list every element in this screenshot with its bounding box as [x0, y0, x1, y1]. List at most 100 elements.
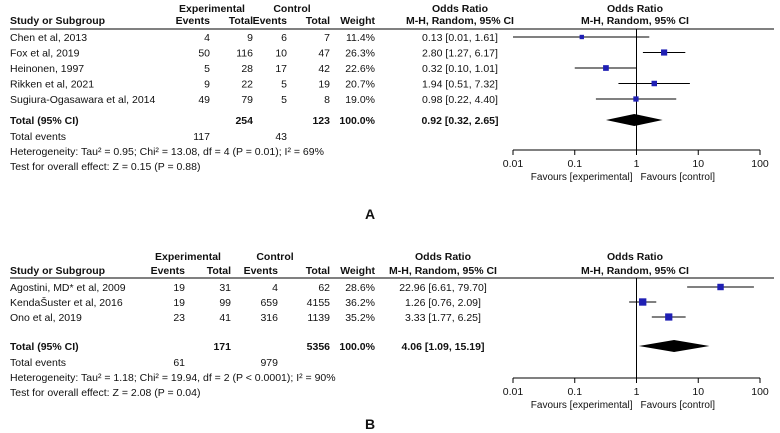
exp-total: 116 — [236, 48, 253, 60]
header-exp-total: Total — [229, 15, 253, 27]
group-header-control: Control — [273, 3, 310, 15]
study-weight: 36.2% — [345, 297, 375, 309]
ctl-total: 4155 — [307, 297, 331, 309]
study-point-estimate — [639, 298, 647, 306]
study-ci: 22.96 [6.61, 79.70] — [399, 282, 487, 294]
exp-events: 19 — [173, 297, 185, 309]
total-exp-total: 254 — [235, 115, 253, 127]
total-events-exp: 117 — [193, 131, 210, 143]
ctl-events: 316 — [260, 312, 278, 324]
pooled-effect-diamond — [638, 340, 710, 352]
ctl-total: 1139 — [307, 312, 330, 324]
study-weight: 26.3% — [345, 48, 375, 60]
header-study: Study or Subgroup — [10, 15, 105, 27]
exp-total: 99 — [219, 297, 231, 309]
header-weight: Weight — [340, 265, 375, 277]
total-label: Total (95% CI) — [10, 341, 79, 353]
study-point-estimate — [651, 80, 658, 87]
study-point-estimate — [661, 49, 668, 56]
study-weight: 11.4% — [346, 32, 375, 44]
total-events-exp: 61 — [173, 357, 185, 369]
study-weight: 19.0% — [345, 94, 375, 106]
exp-events: 49 — [198, 94, 210, 106]
study-weight: 20.7% — [345, 79, 375, 91]
header-exp-events: Events — [151, 265, 186, 277]
favours-left-label: Favours [experimental] — [531, 172, 633, 183]
ctl-total: 62 — [318, 282, 330, 294]
exp-total: 41 — [219, 312, 231, 324]
x-axis-tick-label: 1 — [634, 386, 640, 398]
exp-events: 50 — [198, 48, 210, 60]
study-name: Sugiura-Ogasawara et al, 2014 — [10, 94, 155, 106]
panel-label: A — [365, 206, 375, 222]
study-weight: 35.2% — [345, 312, 375, 324]
group-header-control: Control — [256, 251, 293, 263]
study-point-estimate — [717, 283, 724, 291]
study-ci: 3.33 [1.77, 6.25] — [405, 312, 481, 324]
study-ci: 0.98 [0.22, 4.40] — [422, 94, 498, 106]
x-axis-tick-label: 0.01 — [503, 158, 524, 170]
heterogeneity-text: Heterogeneity: Tau² = 0.95; Chi² = 13.08… — [10, 146, 324, 158]
header-odds-ratio: Odds Ratio — [415, 251, 471, 263]
study-name: KendaŠuster et al, 2016 — [10, 296, 123, 309]
total-label: Total (95% CI) — [10, 115, 79, 127]
study-ci: 1.94 [0.51, 7.32] — [422, 79, 498, 91]
plot-header-method: M-H, Random, 95% CI — [581, 265, 689, 277]
header-ctl-events: Events — [253, 15, 288, 27]
header-or-method: M-H, Random, 95% CI — [406, 15, 514, 27]
header-ctl-events: Events — [244, 265, 279, 277]
study-name: Chen et al, 2013 — [10, 32, 87, 44]
exp-total: 22 — [241, 79, 253, 91]
study-point-estimate — [603, 65, 609, 71]
study-name: Agostini, MD* et al, 2009 — [10, 282, 126, 294]
study-ci: 2.80 [1.27, 6.17] — [422, 48, 498, 60]
total-events-label: Total events — [10, 357, 66, 369]
total-weight: 100.0% — [339, 115, 375, 127]
total-events-label: Total events — [10, 131, 66, 143]
header-study: Study or Subgroup — [10, 265, 105, 277]
header-or-method: M-H, Random, 95% CI — [389, 265, 497, 277]
total-exp-total: 171 — [213, 341, 231, 353]
ctl-events: 6 — [281, 32, 287, 44]
plot-header-odds-ratio: Odds Ratio — [607, 251, 663, 263]
header-ctl-total: Total — [306, 15, 330, 27]
header-odds-ratio: Odds Ratio — [432, 3, 488, 15]
panel-label: B — [365, 416, 375, 432]
study-name: Ono et al, 2019 — [10, 312, 82, 324]
header-exp-events: Events — [176, 15, 211, 27]
total-ci: 4.06 [1.09, 15.19] — [402, 341, 485, 353]
x-axis-tick-label: 1 — [634, 158, 640, 170]
header-exp-total: Total — [207, 265, 231, 277]
total-events-ctl: 979 — [260, 357, 278, 369]
total-ctl-total: 123 — [312, 115, 330, 127]
study-ci: 0.13 [0.01, 1.61] — [422, 32, 498, 44]
ctl-events: 4 — [272, 282, 278, 294]
exp-events: 23 — [173, 312, 185, 324]
ctl-events: 10 — [275, 48, 287, 60]
study-point-estimate — [633, 96, 639, 102]
header-weight: Weight — [340, 15, 375, 27]
group-header-experimental: Experimental — [179, 3, 245, 15]
study-name: Heinonen, 1997 — [10, 63, 84, 75]
ctl-total: 8 — [324, 94, 330, 106]
x-axis-tick-label: 0.1 — [567, 158, 582, 170]
exp-total: 28 — [241, 63, 253, 75]
ctl-total: 42 — [318, 63, 330, 75]
x-axis-tick-label: 0.01 — [503, 386, 524, 398]
x-axis-tick-label: 10 — [692, 158, 704, 170]
exp-events: 19 — [173, 282, 185, 294]
study-weight: 28.6% — [345, 282, 375, 294]
header-ctl-total: Total — [306, 265, 330, 277]
heterogeneity-text: Heterogeneity: Tau² = 1.18; Chi² = 19.94… — [10, 372, 336, 384]
study-point-estimate — [579, 34, 584, 40]
favours-right-label: Favours [control] — [641, 400, 716, 411]
total-weight: 100.0% — [339, 341, 375, 353]
study-ci: 1.26 [0.76, 2.09] — [405, 297, 481, 309]
study-point-estimate — [665, 313, 673, 321]
ctl-events: 5 — [281, 79, 287, 91]
ctl-events: 659 — [260, 297, 278, 309]
plot-header-method: M-H, Random, 95% CI — [581, 15, 689, 27]
plot-header-odds-ratio: Odds Ratio — [607, 3, 663, 15]
study-weight: 22.6% — [345, 63, 375, 75]
